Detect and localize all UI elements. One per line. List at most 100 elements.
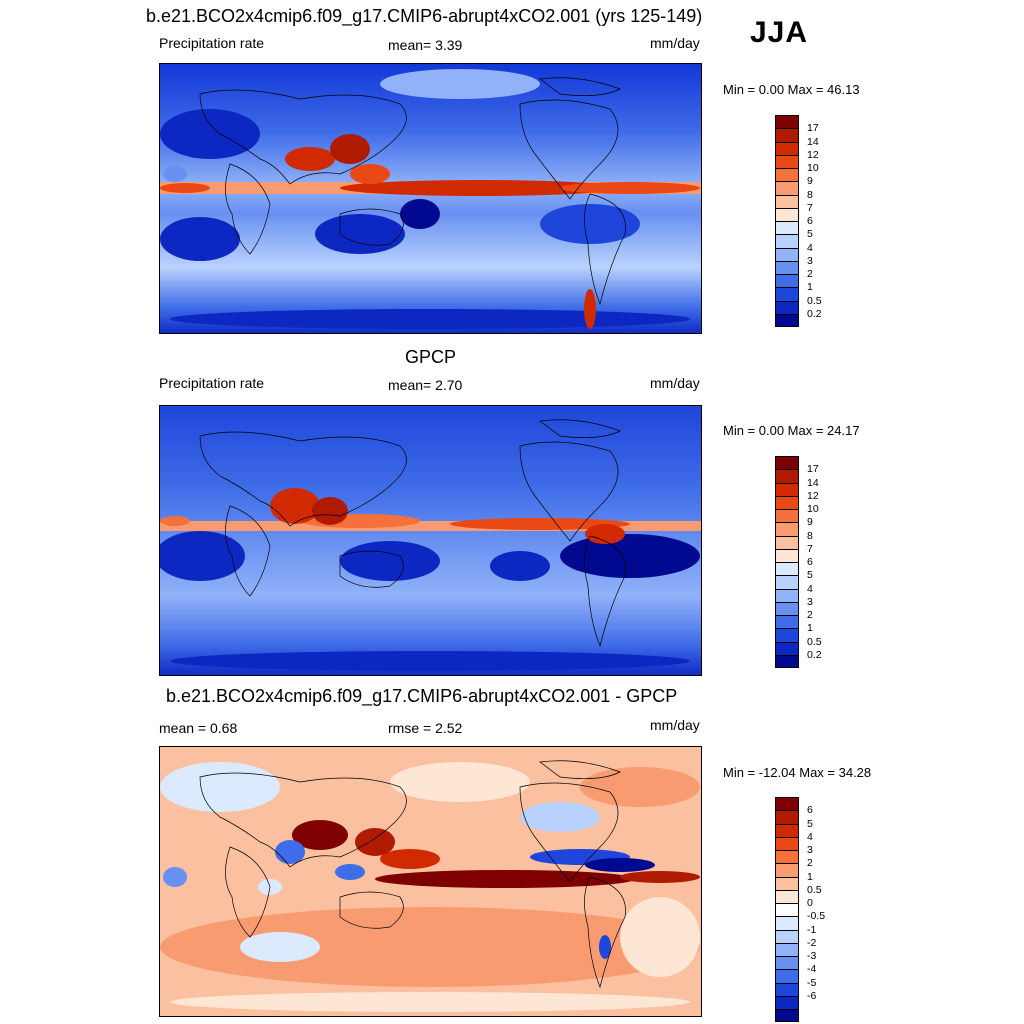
- colorbar-tick-label: 9: [807, 516, 813, 529]
- colorbar-tick-label: 7: [807, 201, 813, 214]
- panel1-map: [159, 63, 702, 334]
- panel3-minmax: Min = -12.04 Max = 34.28: [723, 765, 872, 780]
- colorbar-swatch: [775, 889, 799, 903]
- colorbar-tick-label: 6: [807, 556, 813, 568]
- colorbar-tick-label: 4: [807, 582, 813, 595]
- colorbar-tick-label: 14: [807, 135, 819, 148]
- colorbar-tick-label: 5: [807, 228, 813, 241]
- colorbar-swatch: [775, 995, 799, 1009]
- colorbar-tick-label: 3: [807, 595, 813, 608]
- panel3-mean-label: mean = 0.68: [159, 720, 238, 736]
- colorbar-swatch: [775, 876, 799, 890]
- panel3-colorbar: [775, 797, 799, 1023]
- colorbar-swatch: [775, 482, 799, 496]
- colorbar-swatch: [775, 982, 799, 996]
- colorbar-swatch: [775, 916, 799, 930]
- colorbar-tick-label: 0.2: [807, 307, 822, 320]
- panel1-title: b.e21.BCO2x4cmip6.f09_g17.CMIP6-abrupt4x…: [146, 6, 703, 26]
- colorbar-tick-label: 8: [807, 188, 813, 201]
- colorbar-tick-label: -5: [807, 976, 817, 989]
- panel1-minmax: Min = 0.00 Max = 46.13: [723, 82, 860, 97]
- colorbar-tick-label: 1: [807, 622, 813, 635]
- panel1-left-label: Precipitation rate: [159, 35, 265, 51]
- colorbar-tick-label: 8: [807, 529, 813, 542]
- colorbar-swatch: [775, 1009, 799, 1023]
- colorbar-swatch: [775, 535, 799, 549]
- colorbar-tick-label: 5: [807, 817, 813, 830]
- panel2-mean-label: mean= 2.70: [388, 377, 463, 393]
- colorbar-swatch: [775, 654, 799, 668]
- colorbar-tick-label: 12: [807, 489, 819, 502]
- colorbar-tick-label: -0.5: [807, 910, 826, 923]
- colorbar-tick-label: 1: [807, 870, 813, 883]
- season-label: JJA: [750, 16, 809, 49]
- colorbar-tick-label: -1: [807, 923, 817, 936]
- panel2-minmax: Min = 0.00 Max = 24.17: [723, 423, 860, 438]
- panel1-mean-label: mean= 3.39: [388, 37, 463, 53]
- colorbar-swatch: [775, 929, 799, 943]
- colorbar-swatch: [775, 221, 799, 235]
- colorbar-swatch: [775, 128, 799, 142]
- colorbar-swatch: [775, 207, 799, 221]
- colorbar-tick-label: -2: [807, 936, 817, 949]
- colorbar-swatch: [775, 562, 799, 576]
- colorbar-tick-label: -3: [807, 950, 817, 962]
- colorbar-swatch: [775, 495, 799, 509]
- colorbar-swatch: [775, 575, 799, 589]
- colorbar-swatch: [775, 300, 799, 314]
- colorbar-swatch: [775, 850, 799, 864]
- colorbar-tick-label: 0.5: [807, 294, 822, 307]
- colorbar-swatch: [775, 615, 799, 629]
- panel3-units: mm/day: [650, 717, 700, 733]
- colorbar-swatch: [775, 274, 799, 288]
- colorbar-tick-label: 7: [807, 542, 813, 555]
- colorbar-swatch: [775, 456, 799, 470]
- colorbar-swatch: [775, 260, 799, 274]
- colorbar-tick-label: 2: [807, 268, 813, 280]
- colorbar-tick-label: 14: [807, 476, 819, 489]
- colorbar-swatch: [775, 194, 799, 208]
- colorbar-tick-label: 6: [807, 215, 813, 227]
- colorbar-tick-label: -4: [807, 963, 817, 976]
- colorbar-tick-label: 10: [807, 162, 819, 174]
- colorbar-swatch: [775, 469, 799, 483]
- colorbar-tick-label: 17: [807, 463, 819, 476]
- colorbar-tick-label: 6: [807, 804, 813, 817]
- colorbar-swatch: [775, 141, 799, 155]
- colorbar-tick-label: 17: [807, 122, 819, 135]
- colorbar-tick-label: 4: [807, 830, 813, 843]
- panel2-map: [159, 405, 702, 676]
- colorbar-swatch: [775, 588, 799, 602]
- colorbar-swatch: [775, 115, 799, 129]
- colorbar-tick-label: 0: [807, 897, 813, 909]
- colorbar-tick-label: 0.2: [807, 648, 822, 661]
- panel2-title: GPCP: [405, 347, 457, 367]
- colorbar-tick-label: 1: [807, 281, 813, 294]
- panel3-rmse-label: rmse = 2.52: [388, 720, 463, 736]
- colorbar-swatch: [775, 863, 799, 877]
- panel1-units: mm/day: [650, 35, 700, 51]
- colorbar-tick-label: 2: [807, 609, 813, 621]
- colorbar-tick-label: 9: [807, 175, 813, 188]
- colorbar-tick-label: 10: [807, 503, 819, 515]
- colorbar-swatch: [775, 313, 799, 327]
- colorbar-swatch: [775, 601, 799, 615]
- colorbar-tick-label: 0.5: [807, 883, 822, 896]
- colorbar-tick-label: 12: [807, 148, 819, 161]
- panel3-title: b.e21.BCO2x4cmip6.f09_g17.CMIP6-abrupt4x…: [166, 686, 678, 706]
- colorbar-swatch: [775, 942, 799, 956]
- colorbar-tick-label: 2: [807, 857, 813, 870]
- colorbar-swatch: [775, 522, 799, 536]
- colorbar-tick-label: -6: [807, 989, 817, 1002]
- colorbar-swatch: [775, 797, 799, 811]
- colorbar-swatch: [775, 247, 799, 261]
- colorbar-swatch: [775, 903, 799, 917]
- colorbar-swatch: [775, 234, 799, 248]
- colorbar-tick-label: 0.5: [807, 635, 822, 648]
- colorbar-tick-label: 5: [807, 569, 813, 582]
- panel2-colorbar: [775, 456, 799, 668]
- colorbar-tick-label: 4: [807, 241, 813, 254]
- colorbar-swatch: [775, 168, 799, 182]
- panel2-left-label: Precipitation rate: [159, 375, 265, 391]
- panel2-units: mm/day: [650, 375, 700, 391]
